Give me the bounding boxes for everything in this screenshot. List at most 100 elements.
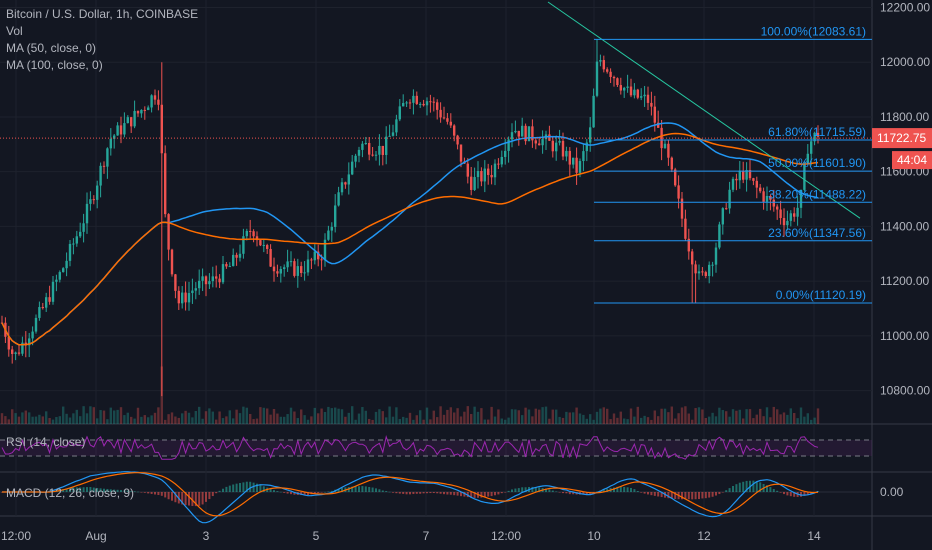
volume-bar (68, 417, 72, 424)
candle-body (595, 61, 599, 96)
volume-bar (558, 416, 561, 424)
fibonacci-retracement: 100.00%(12083.61) 61.80%(11715.59) 50.00%(… (594, 24, 872, 304)
volume-bar (663, 408, 667, 424)
volume-bar (728, 416, 731, 424)
macd-histogram-bar (725, 490, 728, 492)
macd-histogram-bar (545, 488, 547, 492)
candle-body (225, 264, 228, 267)
volume-bar (602, 407, 605, 424)
candle-body (646, 94, 650, 103)
macd-histogram-bar (137, 491, 139, 493)
volume-bar (606, 408, 609, 424)
volume-bar (626, 419, 629, 424)
volume-label: Vol (6, 24, 23, 38)
candle-body (28, 338, 31, 346)
candle-body (327, 230, 330, 240)
macd-histogram-bar (786, 492, 789, 496)
volume-bar (704, 417, 707, 424)
macd-histogram-bar (113, 489, 116, 492)
volume-bar (466, 406, 469, 424)
volume-bar (748, 409, 752, 424)
candle-body (126, 117, 129, 124)
volume-bar (742, 418, 745, 424)
macd-histogram-bar (351, 486, 354, 492)
candle-body (245, 230, 248, 237)
candle-body (585, 142, 588, 152)
volume-bar (242, 406, 245, 424)
volume-bar (793, 412, 796, 424)
volume-bar (85, 413, 89, 424)
candle-body (531, 126, 534, 141)
y-tick-label: 10800.00 (880, 384, 930, 398)
macd-histogram-bar (660, 492, 663, 498)
rsi-title: RSI (14, close) (6, 435, 85, 449)
macd-histogram-bar (626, 487, 629, 492)
x-tick-label: 7 (423, 529, 430, 543)
candle-body (293, 261, 296, 276)
candle-body (96, 185, 99, 200)
candle-body (677, 185, 680, 199)
macd-histogram-bar (103, 488, 105, 492)
macd-histogram-bar (174, 492, 177, 503)
volume-bar (786, 414, 789, 424)
candle-body (650, 102, 653, 107)
macd-histogram-bar (759, 482, 762, 492)
volume-bar (504, 419, 507, 424)
volume-bar (249, 413, 252, 424)
volume-bar (487, 419, 490, 424)
volume-bar (55, 417, 58, 424)
volume-bar (330, 408, 333, 424)
macd-signal-line (2, 472, 819, 517)
candle-body (269, 248, 272, 267)
volume-bar (517, 410, 520, 424)
volume-bar (232, 418, 235, 424)
volume-bar (116, 409, 119, 424)
volume-bar (578, 413, 582, 424)
volume-bar (738, 409, 741, 424)
macd-histogram-bar (303, 492, 306, 496)
macd-histogram-bar (630, 487, 632, 492)
macd-histogram-bar (273, 490, 275, 492)
macd-histogram-bar (92, 487, 95, 492)
candle-body (704, 272, 707, 276)
volume-bar (259, 407, 262, 424)
x-tick-label: 14 (807, 529, 821, 543)
volume-bar (215, 419, 218, 424)
macd-histogram-bar (640, 492, 643, 493)
candle-body (320, 259, 323, 261)
candle-body (425, 101, 429, 106)
candle-body (330, 226, 333, 231)
volume-bar (694, 408, 697, 424)
volume-bar (177, 417, 180, 424)
volume-bar (629, 408, 633, 424)
volume-bar (480, 408, 483, 424)
macd-histogram-bar (514, 488, 517, 492)
macd-histogram-bar (157, 492, 160, 496)
candle-body (755, 180, 758, 188)
macd-histogram-bar (606, 488, 609, 492)
macd-histogram-bar (732, 485, 734, 492)
candle-body (612, 76, 616, 79)
candle-body (119, 125, 123, 135)
volume-bar (691, 419, 694, 424)
volume-bar (130, 416, 133, 424)
macd-histogram-bar (657, 492, 660, 497)
candle-body (402, 103, 405, 107)
candle-body (306, 259, 310, 273)
volume-bar (89, 406, 92, 424)
macd-histogram-bar (75, 487, 78, 492)
volume-bar (28, 412, 31, 424)
candle-body (476, 170, 480, 178)
macd-histogram-bar (565, 492, 568, 494)
macd-histogram-bar (242, 482, 245, 492)
y-tick-label: 12000.00 (880, 55, 930, 69)
macd-histogram-bar (381, 490, 384, 492)
macd-histogram-bar (789, 492, 792, 497)
volume-bar (616, 417, 619, 424)
volume-bar (490, 406, 493, 424)
candle-body (606, 69, 609, 72)
macd-histogram-bar (504, 492, 507, 493)
macd-histogram-bar (354, 486, 357, 492)
volume-bar (497, 409, 500, 424)
